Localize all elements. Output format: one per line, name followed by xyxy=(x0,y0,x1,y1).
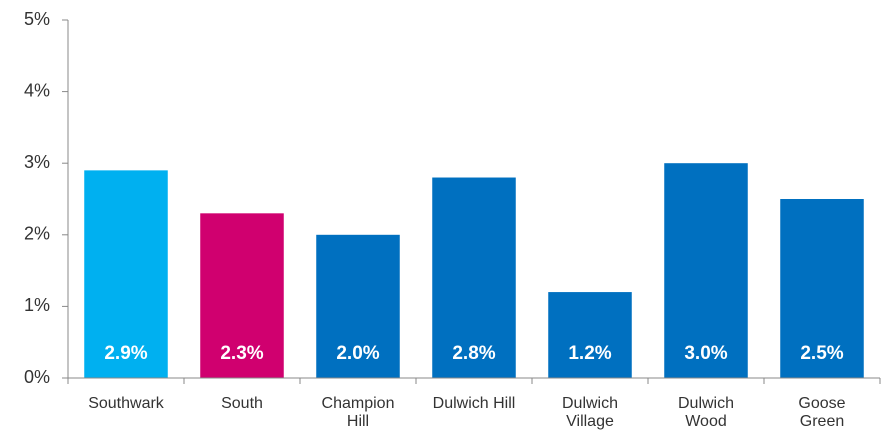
bar xyxy=(84,170,168,378)
bar xyxy=(664,163,748,378)
bar xyxy=(200,213,284,378)
x-tick-label: Dulwich Hill xyxy=(432,395,516,412)
y-tick-label: 1% xyxy=(24,295,50,315)
x-tick-label: Champion Hill xyxy=(321,395,395,430)
y-tick-label: 4% xyxy=(24,80,50,100)
y-tick-label: 3% xyxy=(24,152,50,172)
value-label: 2.0% xyxy=(336,343,379,364)
value-label: 3.0% xyxy=(684,343,727,364)
x-tick-label: Dulwich Village xyxy=(561,395,618,430)
y-tick-label: 2% xyxy=(24,224,50,244)
bar xyxy=(780,199,864,378)
x-tick-label: Goose Green xyxy=(798,395,846,430)
y-tick-label: 0% xyxy=(24,367,50,387)
value-label: 2.9% xyxy=(104,343,147,364)
value-label: 1.2% xyxy=(568,343,611,364)
value-label: 2.3% xyxy=(220,343,263,364)
value-label: 2.8% xyxy=(452,343,495,364)
bar xyxy=(548,292,632,378)
x-tick-label: Dulwich Wood xyxy=(677,395,734,430)
bar xyxy=(316,234,400,378)
y-tick-label: 5% xyxy=(24,9,50,29)
x-tick-label: South xyxy=(221,395,263,412)
bar xyxy=(432,177,516,378)
value-label: 2.5% xyxy=(800,343,843,364)
x-tick-label: Southwark xyxy=(88,395,164,412)
